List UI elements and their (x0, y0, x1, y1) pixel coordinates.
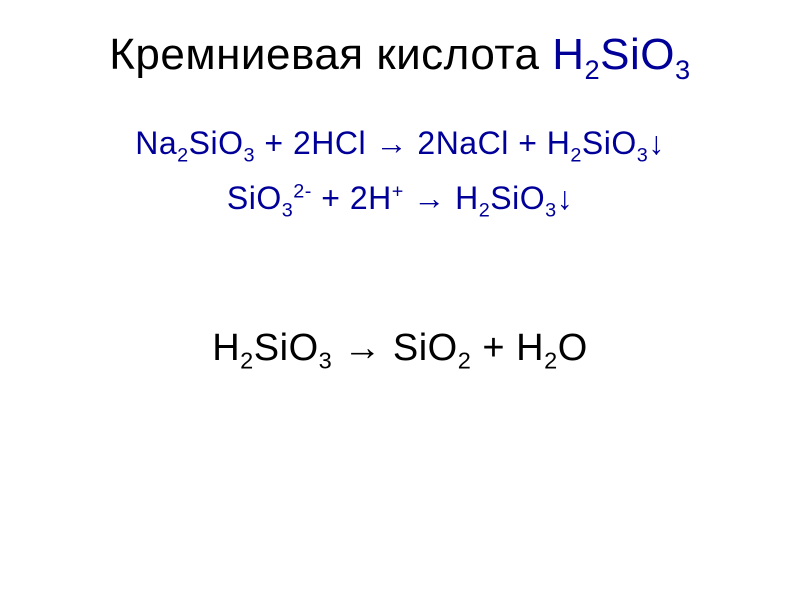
sio3-ion: SiO32- (227, 180, 312, 216)
h2sio3: H2SiO3 (212, 327, 332, 369)
na2sio3: Na2SiO3 (135, 125, 255, 161)
equation-ionic: SiO32- + 2H+ → H2SiO3↓ (50, 180, 750, 217)
h2o: H2O (516, 327, 588, 369)
h2sio3-down: H2SiO3↓ (547, 125, 665, 161)
slide-title: Кремниевая кислота H2SiO3 (50, 30, 750, 80)
title-text: Кремниевая кислота (109, 30, 552, 79)
equation-decomposition: H2SiO3 → SiO2 + H2O (50, 327, 750, 370)
sio2: SiO2 (393, 327, 471, 369)
title-formula: H2SiO3 (552, 30, 690, 79)
hcl: 2HCl (293, 125, 366, 161)
h-ion: 2H+ (350, 180, 404, 216)
equation-molecular: Na2SiO3 + 2HCl → 2NaCl + H2SiO3↓ (50, 125, 750, 162)
h2sio3-down-2: H2SiO3↓ (455, 180, 573, 216)
nacl: 2NaCl (417, 125, 508, 161)
